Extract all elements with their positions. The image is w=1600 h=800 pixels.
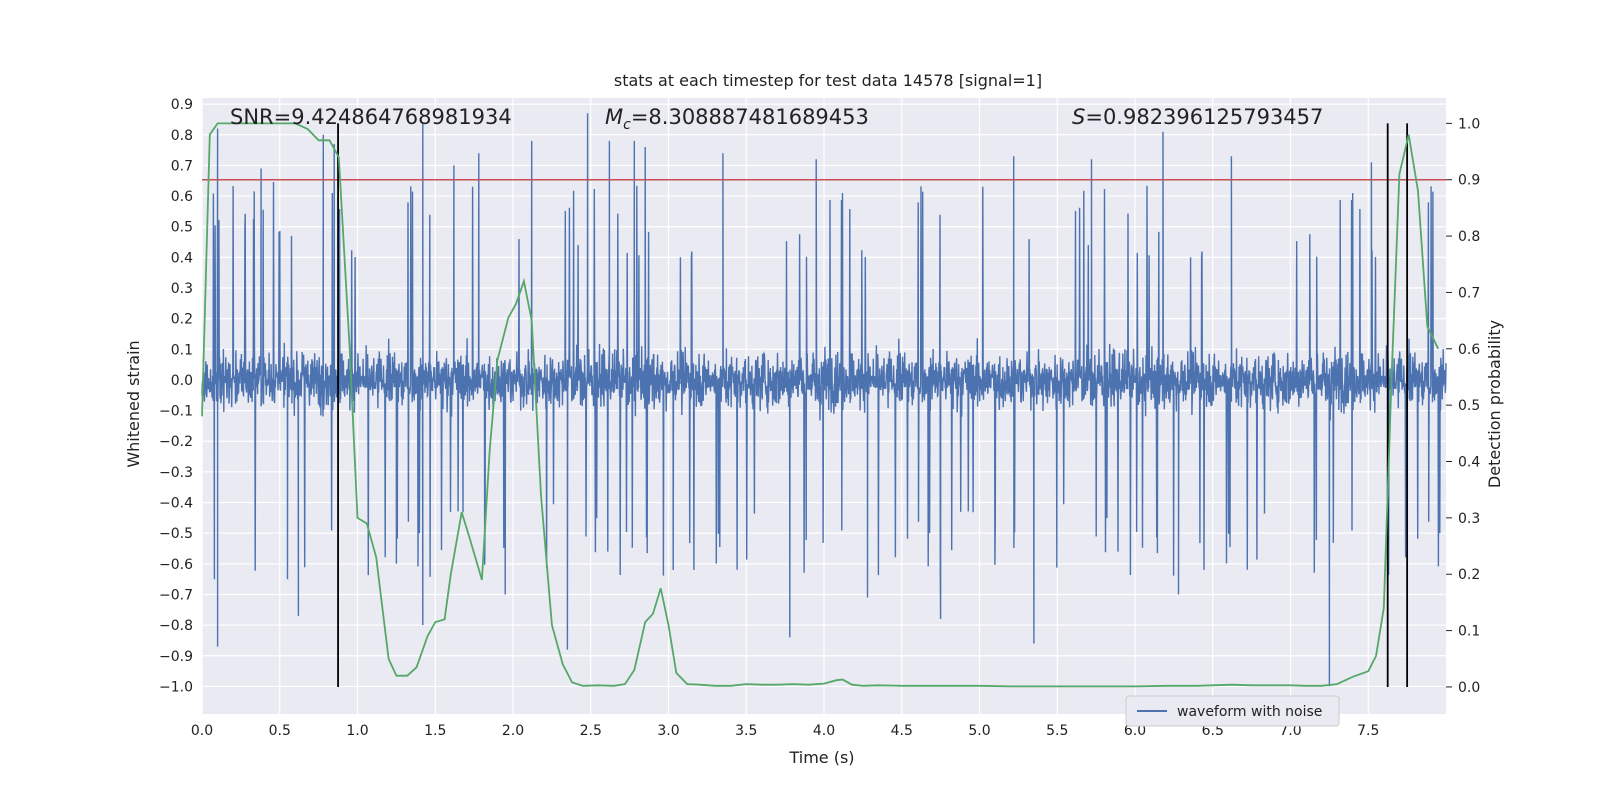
y-tick-label: −0.7 (159, 587, 193, 603)
x-tick-label: 3.0 (657, 723, 679, 739)
y-tick-label: 0.3 (171, 281, 193, 297)
x-tick-label: 2.5 (580, 723, 602, 739)
y2-tick-label: 0.9 (1458, 173, 1480, 189)
y2-tick-label: 0.5 (1458, 398, 1480, 414)
y-tick-label: −0.6 (159, 557, 193, 573)
legend-label-waveform: waveform with noise (1177, 704, 1322, 720)
y-tick-label: −0.2 (159, 434, 193, 450)
series-waveform-with-noise (201, 113, 1447, 687)
x-tick-label: 6.0 (1124, 723, 1146, 739)
x-tick-label: 4.5 (891, 723, 913, 739)
y-tick-label: 0.4 (171, 250, 193, 266)
x-tick-label: 2.0 (502, 723, 524, 739)
x-tick-label: 0.0 (191, 723, 213, 739)
legend-box (1125, 695, 1340, 727)
y-tick-label: 0.2 (171, 312, 193, 328)
y2-axis-label: Detection probability (1485, 320, 1504, 488)
legend: waveform with noise (1125, 695, 1340, 727)
y2-tick-label: 0.1 (1458, 624, 1480, 640)
chart-title: stats at each timestep for test data 145… (614, 71, 1042, 90)
y-tick-label: −0.9 (159, 649, 193, 665)
x-tick-label: 5.0 (968, 723, 990, 739)
x-axis-label: Time (s) (788, 748, 854, 767)
x-tick-label: 6.5 (1202, 723, 1224, 739)
y2-tick-label: 0.0 (1458, 680, 1480, 696)
y-tick-label: 0.8 (171, 128, 193, 144)
x-tick-label: 1.5 (424, 723, 446, 739)
x-tick-label: 7.5 (1357, 723, 1379, 739)
y-tick-label: 0.5 (171, 220, 193, 236)
y-tick-label: 0.7 (171, 158, 193, 174)
x-tick-label: 4.0 (813, 723, 835, 739)
snr-annotation: SNR=9.424864768981934 (230, 105, 512, 129)
y-tick-label: 0.0 (171, 373, 193, 389)
y-axis-label: Whitened strain (124, 340, 143, 467)
y-tick-label: −1.0 (159, 679, 193, 695)
y2-tick-label: 0.8 (1458, 229, 1480, 245)
y-tick-label: −0.3 (159, 465, 193, 481)
y2-tick-label: 0.3 (1458, 511, 1480, 527)
chirp-mass-annotation: Mc=8.308887481689453 (605, 105, 869, 133)
x-tick-label: 1.0 (346, 723, 368, 739)
y2-tick-label: 0.2 (1458, 567, 1480, 583)
y2-tick-label: 0.7 (1458, 285, 1480, 301)
x-tick-label: 0.5 (269, 723, 291, 739)
x-tick-label: 3.5 (735, 723, 757, 739)
y2-tick-label: 1.0 (1458, 116, 1480, 132)
y-tick-label: −0.8 (159, 618, 193, 634)
x-tick-label: 7.0 (1279, 723, 1301, 739)
y2-tick-label: 0.6 (1458, 342, 1480, 358)
series-detection-probability (201, 122, 1440, 688)
y-tick-label: 0.1 (171, 342, 193, 358)
y-tick-label: −0.5 (159, 526, 193, 542)
statistic-annotation: S=0.982396125793457 (1072, 105, 1323, 129)
y-tick-label: −0.4 (159, 496, 193, 512)
y-tick-label: 0.6 (171, 189, 193, 205)
x-tick-label: 5.5 (1046, 723, 1068, 739)
y-tick-label: −0.1 (159, 404, 193, 420)
y-tick-label: 0.9 (171, 97, 193, 113)
y2-tick-label: 0.4 (1458, 455, 1480, 471)
